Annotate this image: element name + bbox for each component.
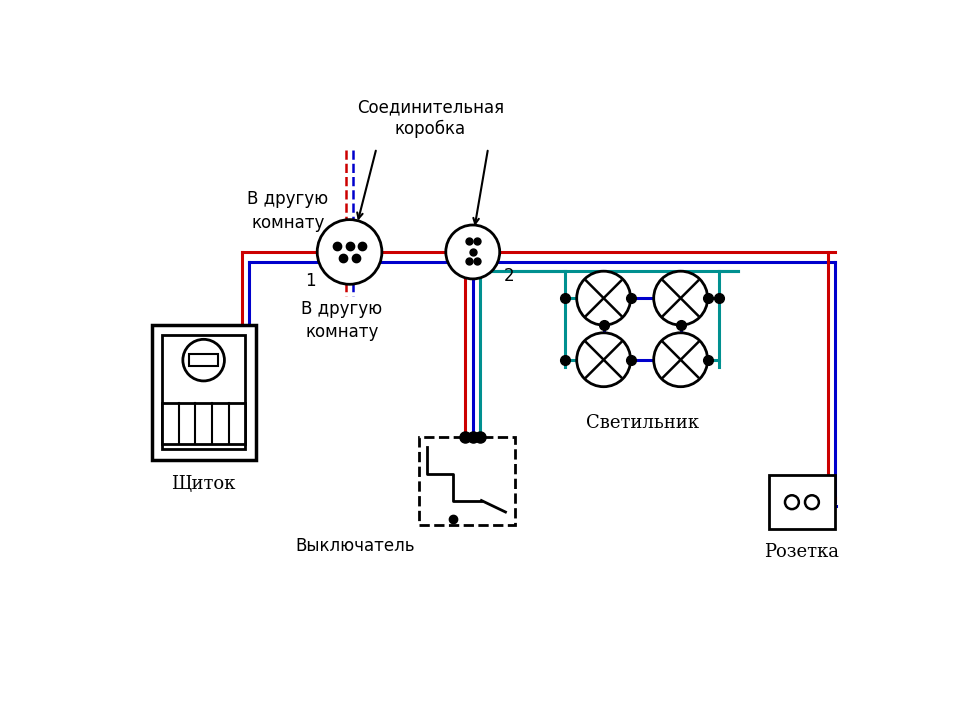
Bar xyxy=(162,403,245,444)
Bar xyxy=(769,475,834,529)
Circle shape xyxy=(317,220,382,284)
Bar xyxy=(189,354,218,366)
Bar xyxy=(152,325,255,460)
Circle shape xyxy=(654,333,708,387)
Text: 2: 2 xyxy=(504,267,515,285)
Text: В другую
комнату: В другую комнату xyxy=(301,300,382,341)
Text: Соединительная
коробка: Соединительная коробка xyxy=(357,98,504,138)
Circle shape xyxy=(654,271,708,325)
Circle shape xyxy=(785,495,799,509)
Bar xyxy=(419,437,516,526)
Text: Розетка: Розетка xyxy=(764,543,839,561)
Circle shape xyxy=(182,339,225,381)
Circle shape xyxy=(805,495,819,509)
Circle shape xyxy=(445,225,500,279)
Circle shape xyxy=(577,271,631,325)
Bar xyxy=(162,335,245,449)
Text: Светильник: Светильник xyxy=(586,414,699,432)
Circle shape xyxy=(577,333,631,387)
Text: Щиток: Щиток xyxy=(172,475,236,493)
Text: Выключатель: Выключатель xyxy=(296,537,415,555)
Text: В другую
комнату: В другую комнату xyxy=(248,190,328,232)
Text: 1: 1 xyxy=(305,272,316,290)
